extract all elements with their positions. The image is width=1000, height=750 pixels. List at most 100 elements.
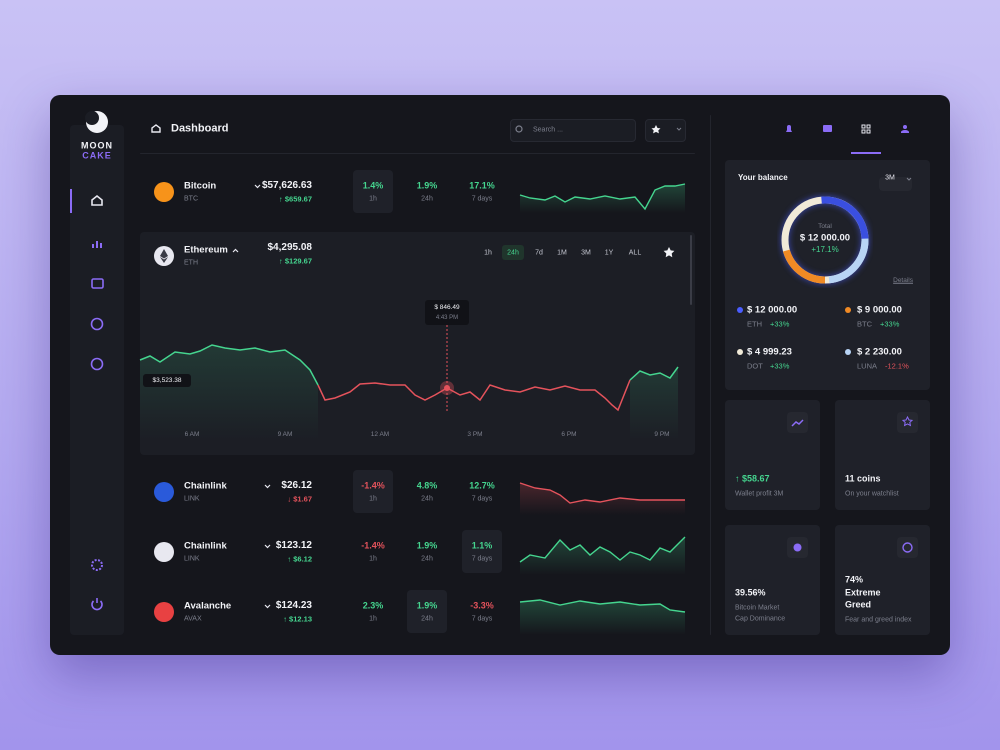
watchlist-icon [901, 415, 914, 427]
period-label: 3M [885, 174, 895, 182]
price-line [629, 366, 679, 381]
price-area [630, 367, 678, 440]
stat-label: 24h [421, 495, 433, 503]
hover-point [444, 385, 450, 391]
divider [140, 153, 695, 154]
sparkline-area [520, 483, 685, 515]
search-box[interactable] [510, 119, 636, 142]
expand-caret [264, 544, 271, 549]
coin-price: $57,626.63 [261, 180, 312, 191]
star-icon[interactable] [651, 125, 661, 134]
active-range [502, 245, 524, 260]
coin-name: Chainlink [184, 540, 227, 552]
legend-dot [737, 307, 743, 313]
stat-value: 17.1% [469, 180, 495, 191]
coin-price: $26.12 [281, 480, 312, 491]
balance-coin: ETH [747, 319, 762, 329]
balance-change: -12.1% [885, 361, 909, 371]
expand-caret [264, 484, 271, 489]
donut-segment [781, 196, 869, 284]
mood-icon [902, 542, 913, 553]
range-button[interactable]: 24h [507, 249, 519, 257]
x-axis-label: 9 AM [277, 430, 293, 438]
coin-icon [154, 182, 174, 202]
logo-moon-shadow [85, 111, 99, 125]
dashboard-window: MOON CAKE Dashboard Search ... Bitcoin BTC $57… [50, 95, 950, 655]
coin-change: ↑ $6.12 [287, 554, 312, 564]
x-axis-label: 3 PM [467, 430, 483, 438]
history-icon[interactable] [90, 317, 104, 331]
range-button[interactable]: ALL [628, 249, 642, 257]
chart-icon[interactable] [92, 241, 102, 248]
active-tab [851, 152, 881, 154]
home-icon[interactable] [91, 194, 103, 206]
total-change: +17.1% [811, 245, 839, 254]
stat-value: 2.3% [362, 600, 384, 611]
grid-icon[interactable] [861, 124, 871, 134]
balance-coin: BTC [857, 319, 872, 329]
caret [676, 127, 682, 131]
breadcrumb-home-icon [151, 124, 161, 133]
details-link[interactable]: Details [893, 276, 913, 284]
balance-amount: $ 2 230.00 [857, 346, 902, 358]
coin-change: ↑ $12.13 [283, 614, 312, 624]
notification-icon[interactable] [786, 125, 792, 132]
profile-icon[interactable] [903, 125, 907, 129]
stat-label: 24h [421, 615, 433, 623]
card-value: 39.56% [735, 587, 766, 598]
tooltip [425, 300, 469, 325]
coin-name: Ethereum [184, 244, 228, 256]
range-button[interactable]: 7d [535, 249, 543, 257]
range-button[interactable]: 1h [484, 249, 492, 257]
profile-icon-body [901, 130, 909, 133]
wallet-icon[interactable] [91, 278, 104, 289]
range-button[interactable]: 1Y [604, 249, 614, 257]
stat-label: 24h [421, 555, 433, 563]
coin-symbol: LINK [184, 555, 200, 563]
logout-icon[interactable] [91, 598, 103, 611]
stat-label: 7 days [471, 495, 493, 503]
highlight-box [353, 470, 393, 513]
favorites-dropdown[interactable] [645, 119, 686, 142]
coin-name: Bitcoin [184, 180, 217, 192]
stat-value: -1.4% [361, 540, 385, 551]
card-value: ↑ $58.67 [735, 473, 770, 484]
messages-icon[interactable] [823, 125, 832, 132]
settings-icon[interactable] [91, 559, 103, 571]
range-button[interactable]: 1M [557, 249, 567, 257]
bitcoin-icon [793, 543, 802, 552]
balance-amount: $ 4 999.23 [747, 346, 792, 358]
logo-text: CAKE [82, 150, 112, 161]
stat-label: 1h [369, 195, 377, 203]
sparkline [519, 599, 686, 613]
active-indicator [70, 189, 72, 213]
explore-icon[interactable] [90, 357, 104, 371]
coin-change: ↓ $1.67 [287, 494, 312, 504]
stat-value: -1.4% [361, 480, 385, 491]
highlight-box [353, 170, 393, 213]
stat-label: 7 days [471, 195, 493, 203]
page-title: Dashboard [171, 122, 229, 135]
total-label: Total [818, 222, 832, 230]
stat-label: 1h [369, 495, 377, 503]
eth-logo [160, 249, 168, 263]
balance-title: Your balance [738, 173, 788, 182]
graphics [70, 111, 918, 635]
stat-value: 1.9% [416, 540, 438, 551]
total-value: $ 12 000.00 [799, 232, 851, 244]
balance-amount: $ 9 000.00 [857, 304, 902, 316]
card-icon [897, 412, 918, 433]
sparkline [519, 536, 686, 563]
card-icon [897, 537, 918, 558]
coin-icon [154, 542, 174, 562]
period-dropdown[interactable] [879, 177, 912, 191]
stat-value: 1.9% [416, 600, 438, 611]
coin-symbol: LINK [184, 495, 200, 503]
tooltip-price: $ 846.49 [434, 303, 460, 311]
highlight-box [407, 590, 447, 633]
coin-name: Chainlink [184, 480, 227, 492]
expand-caret [254, 184, 261, 189]
range-button[interactable]: 3M [581, 249, 591, 257]
scrollbar [690, 235, 692, 305]
